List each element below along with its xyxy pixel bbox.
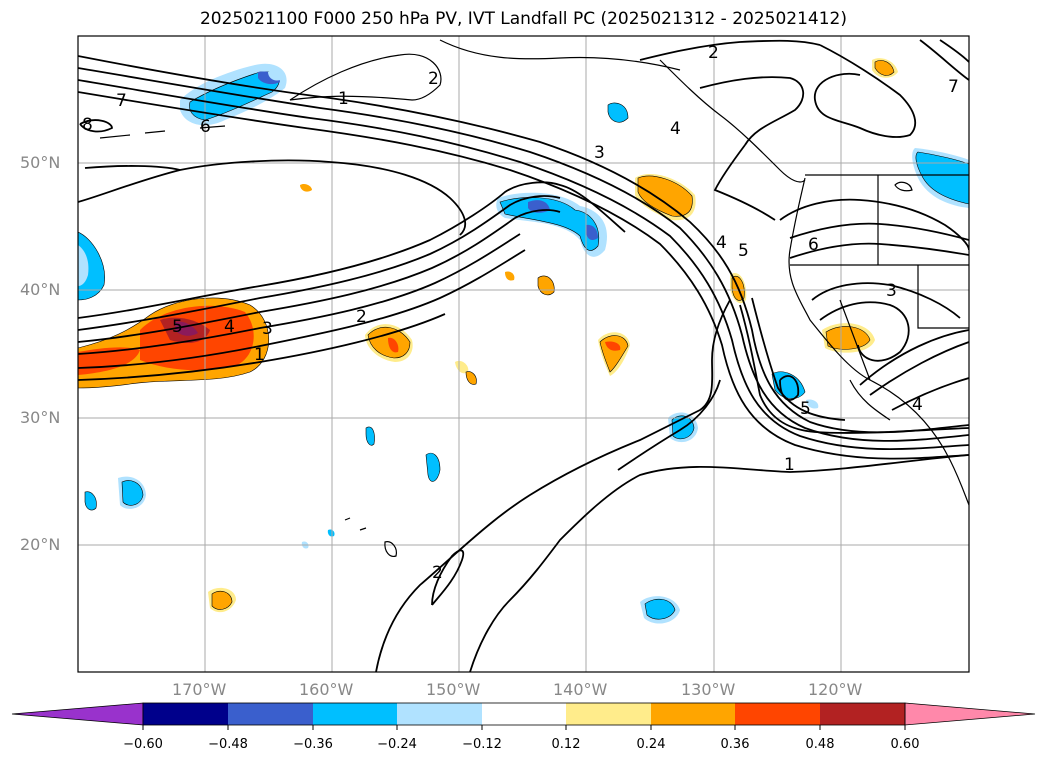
contour-label: 6 — [200, 117, 211, 137]
colorbar-tick-label: 0.12 — [551, 737, 581, 752]
contour-label: 1 — [254, 345, 265, 365]
contour-labels: 7 8 6 1 2 2 3 4 4 5 6 3 4 5 5 4 3 2 1 1 … — [82, 43, 959, 583]
lon-label: 130°W — [681, 680, 736, 699]
colorbar-tick-label: −0.60 — [123, 737, 163, 752]
lon-label: 150°W — [426, 680, 481, 699]
contour-label: 8 — [82, 115, 93, 135]
contour-label: 5 — [738, 241, 749, 261]
contour-label: 5 — [172, 317, 183, 337]
colorbar-segment — [651, 703, 735, 725]
contour-label: 4 — [670, 119, 681, 139]
colorbar-extend-low — [11, 702, 144, 726]
lon-label: 160°W — [299, 680, 354, 699]
contour-label: 3 — [594, 143, 605, 163]
colorbar-tick-label: 0.60 — [890, 737, 920, 752]
colorbar-tick-label: −0.48 — [208, 737, 248, 752]
map-gridlines — [78, 36, 969, 672]
contour-label: 1 — [338, 89, 349, 109]
coastlines — [99, 39, 969, 557]
contour-label: 4 — [716, 233, 727, 253]
contour-label: 6 — [808, 235, 819, 255]
contour-label: 7 — [948, 77, 959, 97]
colorbar-segment — [143, 703, 228, 725]
colorbar-segment — [482, 703, 566, 725]
contour-label: 1 — [784, 455, 795, 475]
map-title: 2025021100 F000 250 hPa PV, IVT Landfall… — [199, 9, 847, 29]
contour-label: 4 — [912, 395, 923, 415]
colorbar-tick-label: 0.48 — [805, 737, 835, 752]
lon-label: 140°W — [553, 680, 608, 699]
map-frame — [77, 35, 970, 673]
colorbar-segment — [735, 703, 820, 725]
lat-label: 40°N — [20, 280, 61, 299]
negative-anomaly-westedge — [78, 231, 105, 301]
contours — [78, 39, 969, 672]
colorbar-tick-label: 0.24 — [636, 737, 666, 752]
contour-label: 7 — [116, 91, 127, 111]
contour-label: 4 — [224, 317, 235, 337]
contour-label: 2 — [356, 307, 367, 327]
colorbar-tick-label: −0.12 — [462, 737, 502, 752]
map-area: 7 8 6 1 2 2 3 4 4 5 6 3 4 5 5 4 3 2 1 1 … — [78, 36, 969, 672]
colorbar-tick-label: −0.36 — [293, 737, 333, 752]
lat-label: 20°N — [20, 535, 61, 554]
lon-label: 120°W — [808, 680, 863, 699]
colorbar-segment — [313, 703, 397, 725]
lat-label: 30°N — [20, 408, 61, 427]
contour-label: 2 — [428, 69, 439, 89]
contour-label: 2 — [708, 43, 719, 63]
contour-label: 3 — [886, 281, 897, 301]
colorbar-tick-label: 0.36 — [720, 737, 750, 752]
colorbar-segment — [228, 703, 313, 725]
contour-label: 2 — [432, 563, 443, 583]
contour-label: 3 — [262, 319, 273, 339]
colorbar-segment — [566, 703, 651, 725]
lat-label: 50°N — [20, 153, 61, 172]
colorbar-extend-high — [904, 702, 1036, 726]
lon-label: 170°W — [172, 680, 227, 699]
colorbar-segment — [820, 703, 905, 725]
colorbar-segment — [397, 703, 482, 725]
colorbar-tick-label: −0.24 — [377, 737, 417, 752]
colorbar — [11, 702, 1036, 730]
contour-label: 5 — [800, 399, 811, 419]
